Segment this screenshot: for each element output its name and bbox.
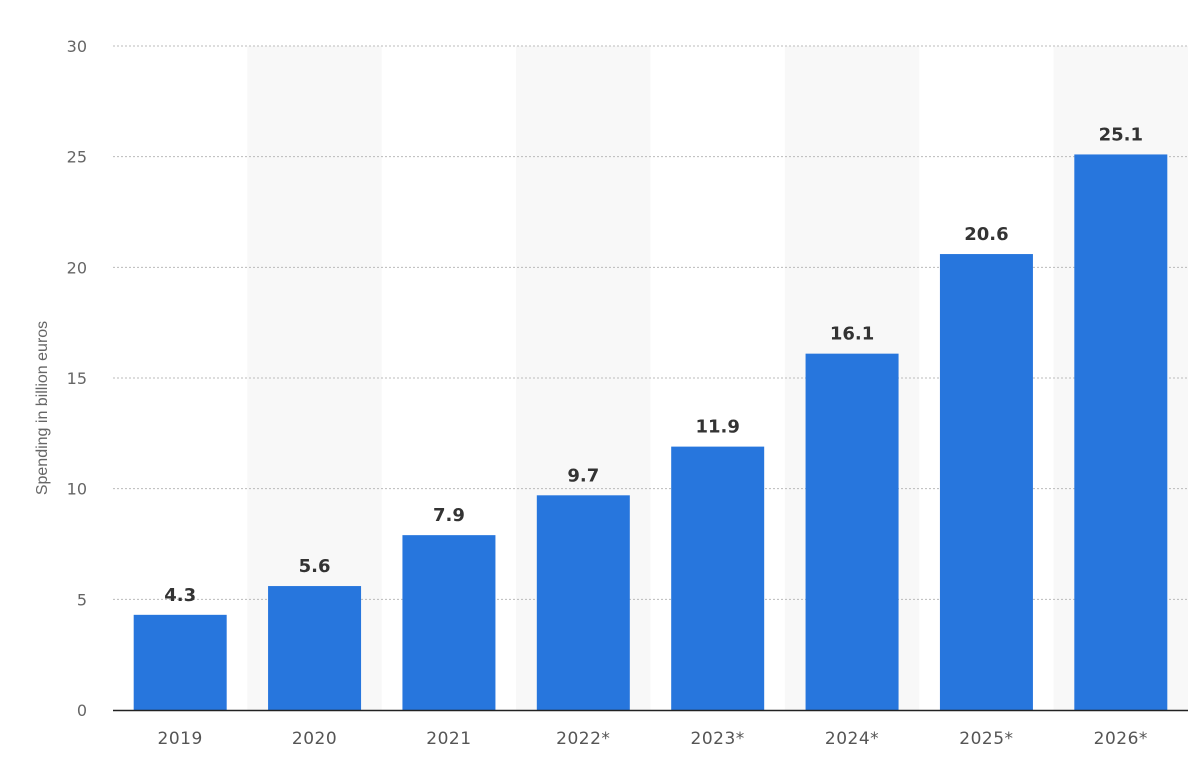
bar	[402, 535, 496, 710]
bar-value-label: 7.9	[433, 505, 465, 526]
y-tick-label: 20	[67, 258, 87, 277]
bar	[805, 353, 899, 710]
bar-value-label: 25.1	[1099, 124, 1143, 145]
bar-value-label: 16.1	[830, 324, 874, 345]
y-tick-label: 10	[67, 480, 87, 499]
y-tick-label: 25	[67, 148, 87, 167]
y-tick-label: 30	[67, 37, 87, 56]
bar-value-label: 4.3	[164, 585, 196, 606]
x-tick-label: 2021	[426, 729, 471, 749]
value-labels: 4.3 5.6 7.9 9.7 11.9 16.1 20.6 25.1	[164, 124, 1143, 605]
x-axis-labels: 2019 2020 2021 2022* 2023* 2024* 2025* 2026*	[158, 729, 1148, 749]
x-tick-label: 2026*	[1094, 729, 1148, 749]
bar	[133, 614, 227, 710]
x-tick-label: 2022*	[556, 729, 610, 749]
bar-value-label: 20.6	[964, 224, 1008, 245]
y-tick-label: 0	[77, 701, 87, 720]
bar	[939, 254, 1033, 710]
x-tick-label: 2023*	[691, 729, 745, 749]
bar	[536, 495, 630, 710]
y-tick-label: 15	[67, 369, 87, 388]
bar	[671, 446, 765, 710]
x-tick-label: 2024*	[825, 729, 879, 749]
bar-value-label: 11.9	[695, 417, 739, 438]
x-tick-label: 2019	[158, 729, 203, 749]
y-axis-title: Spending in billion euros	[34, 321, 51, 495]
bar	[268, 586, 362, 710]
y-axis-ticks: 0 5 10 15 20 25 30	[67, 37, 87, 720]
x-tick-label: 2025*	[959, 729, 1013, 749]
x-tick-label: 2020	[292, 729, 337, 749]
bar-value-label: 9.7	[567, 465, 599, 486]
gridlines	[113, 45, 1188, 600]
bar-value-label: 5.6	[299, 556, 331, 577]
bar	[1074, 154, 1168, 710]
y-tick-label: 5	[77, 590, 87, 609]
bars	[133, 154, 1168, 710]
